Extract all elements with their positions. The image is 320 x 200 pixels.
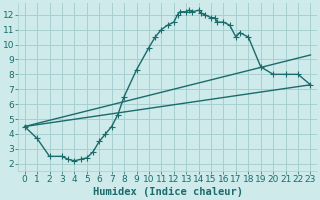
X-axis label: Humidex (Indice chaleur): Humidex (Indice chaleur)	[92, 187, 243, 197]
